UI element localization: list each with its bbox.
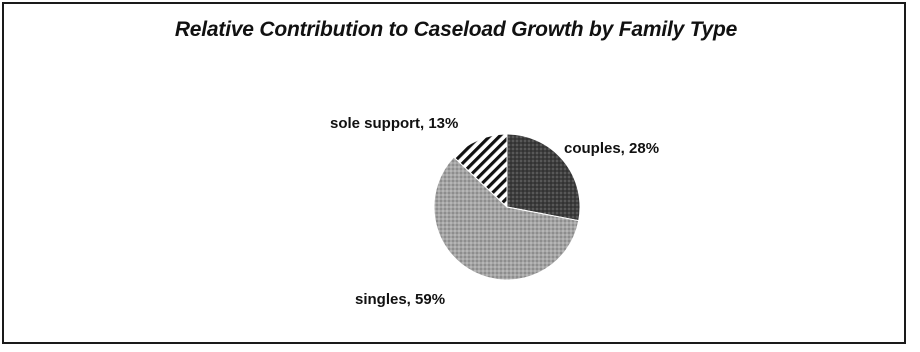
pie-slice-singles xyxy=(433,156,580,281)
pie-slice-sole-support xyxy=(453,133,508,209)
slice-label-sole-support: sole support, 13% xyxy=(330,115,458,132)
chart-title: Relative Contribution to Caseload Growth… xyxy=(174,18,738,41)
pie-slice-couples xyxy=(506,133,581,222)
slice-label-singles: singles, 59% xyxy=(355,291,445,308)
chart-frame: Relative Contribution to Caseload Growth… xyxy=(2,2,906,344)
slice-label-couples: couples, 28% xyxy=(564,140,659,157)
